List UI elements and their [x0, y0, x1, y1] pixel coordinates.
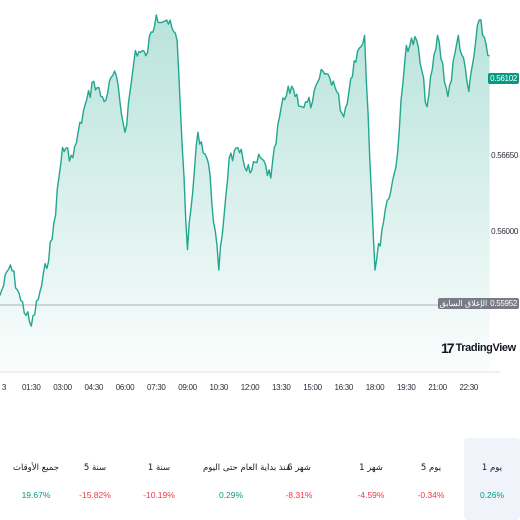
- period-change: -10.19%: [143, 490, 175, 500]
- x-tick-label: 12:00: [240, 383, 260, 392]
- price-area-fill: [0, 14, 490, 373]
- price-chart-svg[interactable]: [0, 0, 520, 405]
- x-tick-label: 07:30: [146, 383, 166, 392]
- current-price-tag: 0.56102: [488, 73, 519, 84]
- period-change: -0.34%: [417, 490, 445, 500]
- period-7[interactable]: جميع الأوقات 19.67%: [8, 438, 64, 520]
- period-label: 6 شهر: [287, 463, 311, 473]
- tradingview-logo[interactable]: 17 TradingView: [441, 340, 516, 356]
- period-label: منذ بداية العام حتى اليوم: [203, 463, 291, 473]
- performance-periods: 1 يوم 0.26% 5 يوم -0.34% 1 شهر -4.59% 6 شهر -8.…: [0, 438, 520, 520]
- y-tick-label: 0.56000: [491, 227, 518, 236]
- period-change: 19.67%: [21, 490, 51, 500]
- prev-close-tag: الإغلاق السابق 0.55952: [437, 298, 519, 309]
- period-6[interactable]: 5 سنة -15.82%: [67, 438, 123, 520]
- period-4[interactable]: منذ بداية العام حتى اليوم 0.29%: [203, 438, 291, 520]
- x-tick-label: 06:00: [115, 383, 135, 392]
- x-tick-label: 19:30: [396, 383, 416, 392]
- period-1[interactable]: 5 يوم -0.34%: [403, 438, 459, 520]
- period-change: -15.82%: [79, 490, 111, 500]
- period-change: 0.29%: [218, 490, 244, 500]
- period-label: 1 سنة: [147, 463, 171, 473]
- prev-close-label: الإغلاق السابق: [439, 299, 488, 308]
- x-tick-label: 15:00: [303, 383, 322, 392]
- period-change: -4.59%: [357, 490, 385, 500]
- period-3[interactable]: 6 شهر -8.31%: [271, 438, 327, 520]
- x-tick-label: 18:00: [365, 383, 385, 392]
- x-tick-label: 04:30: [84, 383, 104, 392]
- x-tick-label: 21:00: [428, 383, 447, 392]
- tradingview-mark-icon: 17: [441, 340, 455, 356]
- period-change: -8.31%: [285, 490, 313, 500]
- x-tick-label: 16:30: [334, 383, 354, 392]
- x-tick-label: 09:00: [178, 383, 197, 392]
- period-label: 5 سنة: [83, 463, 107, 473]
- period-label: 1 شهر: [359, 463, 383, 473]
- period-5[interactable]: 1 سنة -10.19%: [131, 438, 187, 520]
- x-tick-label: 22:30: [459, 383, 479, 392]
- period-2[interactable]: 1 شهر -4.59%: [343, 438, 399, 520]
- period-label: جميع الأوقات: [13, 463, 59, 473]
- x-tick-label: 13:30: [271, 383, 291, 392]
- price-chart[interactable]: 0.56650 0.56000 0.56102 الإغلاق السابق 0…: [0, 0, 520, 405]
- prev-close-value: 0.55952: [490, 299, 517, 308]
- tradingview-wordmark: TradingView: [455, 342, 517, 354]
- x-tick-label: 03:00: [53, 383, 72, 392]
- period-label: 5 يوم: [420, 463, 442, 473]
- price-line: [0, 14, 490, 327]
- y-tick-label: 0.56650: [491, 151, 518, 160]
- x-tick-label: 3: [1, 383, 7, 392]
- x-tick-label: 01:30: [21, 383, 41, 392]
- period-label: 1 يوم: [481, 463, 503, 473]
- period-change: 0.26%: [479, 490, 505, 500]
- period-0[interactable]: 1 يوم 0.26%: [464, 438, 520, 520]
- x-tick-label: 10:30: [209, 383, 229, 392]
